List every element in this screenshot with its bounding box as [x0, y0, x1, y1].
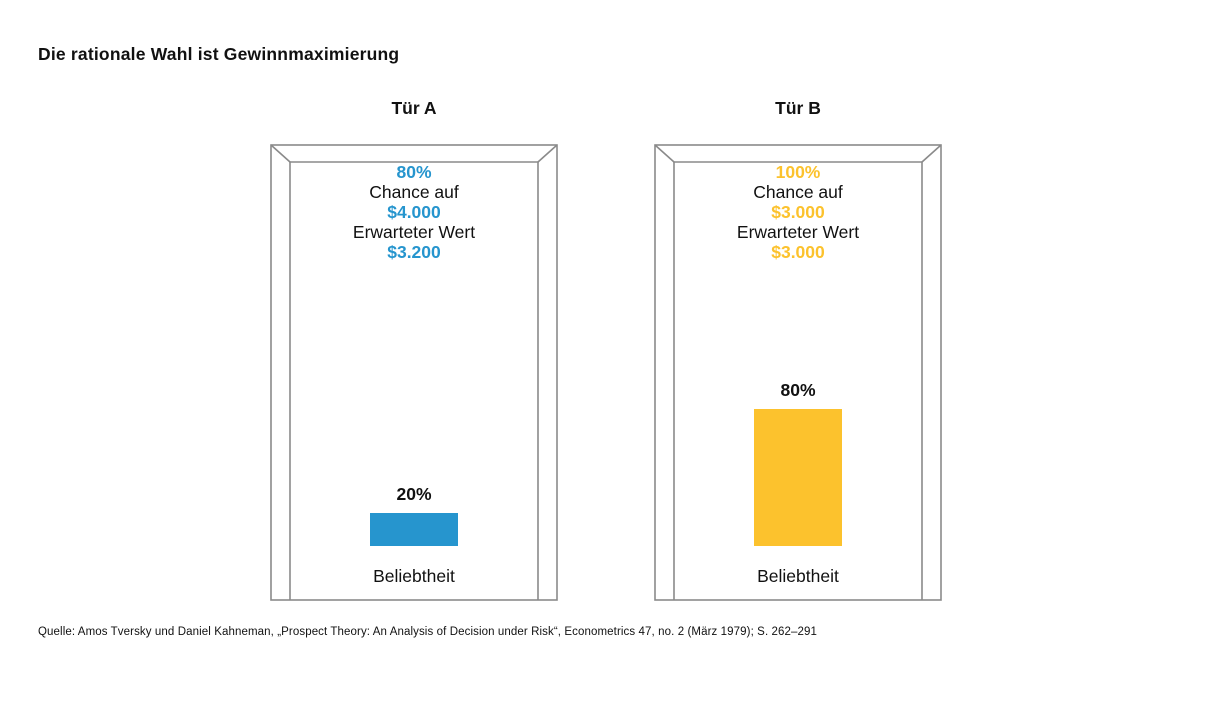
popularity-bar	[370, 513, 458, 546]
door-a: 80% Chance auf $4.000 Erwarteter Wert $3…	[270, 144, 558, 601]
popularity-bar-group: 20%	[290, 484, 538, 546]
door-frame-icon	[654, 144, 942, 601]
door-b-content: 100% Chance auf $3.000 Erwarteter Wert $…	[674, 162, 922, 601]
expected-value: $3.000	[771, 242, 825, 262]
chance-label: Chance auf	[369, 182, 459, 202]
popularity-percent: 20%	[396, 484, 432, 504]
chance-amount: $4.000	[387, 202, 441, 222]
door-b: 100% Chance auf $3.000 Erwarteter Wert $…	[654, 144, 942, 601]
popularity-bar	[754, 409, 842, 546]
door-b-label: Tür B	[775, 98, 821, 118]
expected-value: $3.200	[387, 242, 441, 262]
door-a-content: 80% Chance auf $4.000 Erwarteter Wert $3…	[290, 162, 538, 601]
door-a-label: Tür A	[391, 98, 437, 118]
popularity-label: Beliebtheit	[757, 566, 839, 586]
popularity-percent: 80%	[780, 380, 816, 400]
popularity-bar-group: 80%	[674, 380, 922, 546]
expected-value-label: Erwarteter Wert	[352, 222, 476, 242]
chance-amount: $3.000	[771, 202, 825, 222]
chance-percent: 100%	[775, 162, 821, 182]
expected-value-label: Erwarteter Wert	[736, 222, 860, 242]
source-citation: Quelle: Amos Tversky und Daniel Kahneman…	[38, 626, 818, 638]
chance-percent: 80%	[396, 162, 432, 182]
chance-label: Chance auf	[753, 182, 843, 202]
page-title: Die rationale Wahl ist Gewinnmaximierung	[38, 44, 400, 64]
popularity-label: Beliebtheit	[373, 566, 455, 586]
door-frame-icon	[270, 144, 558, 601]
